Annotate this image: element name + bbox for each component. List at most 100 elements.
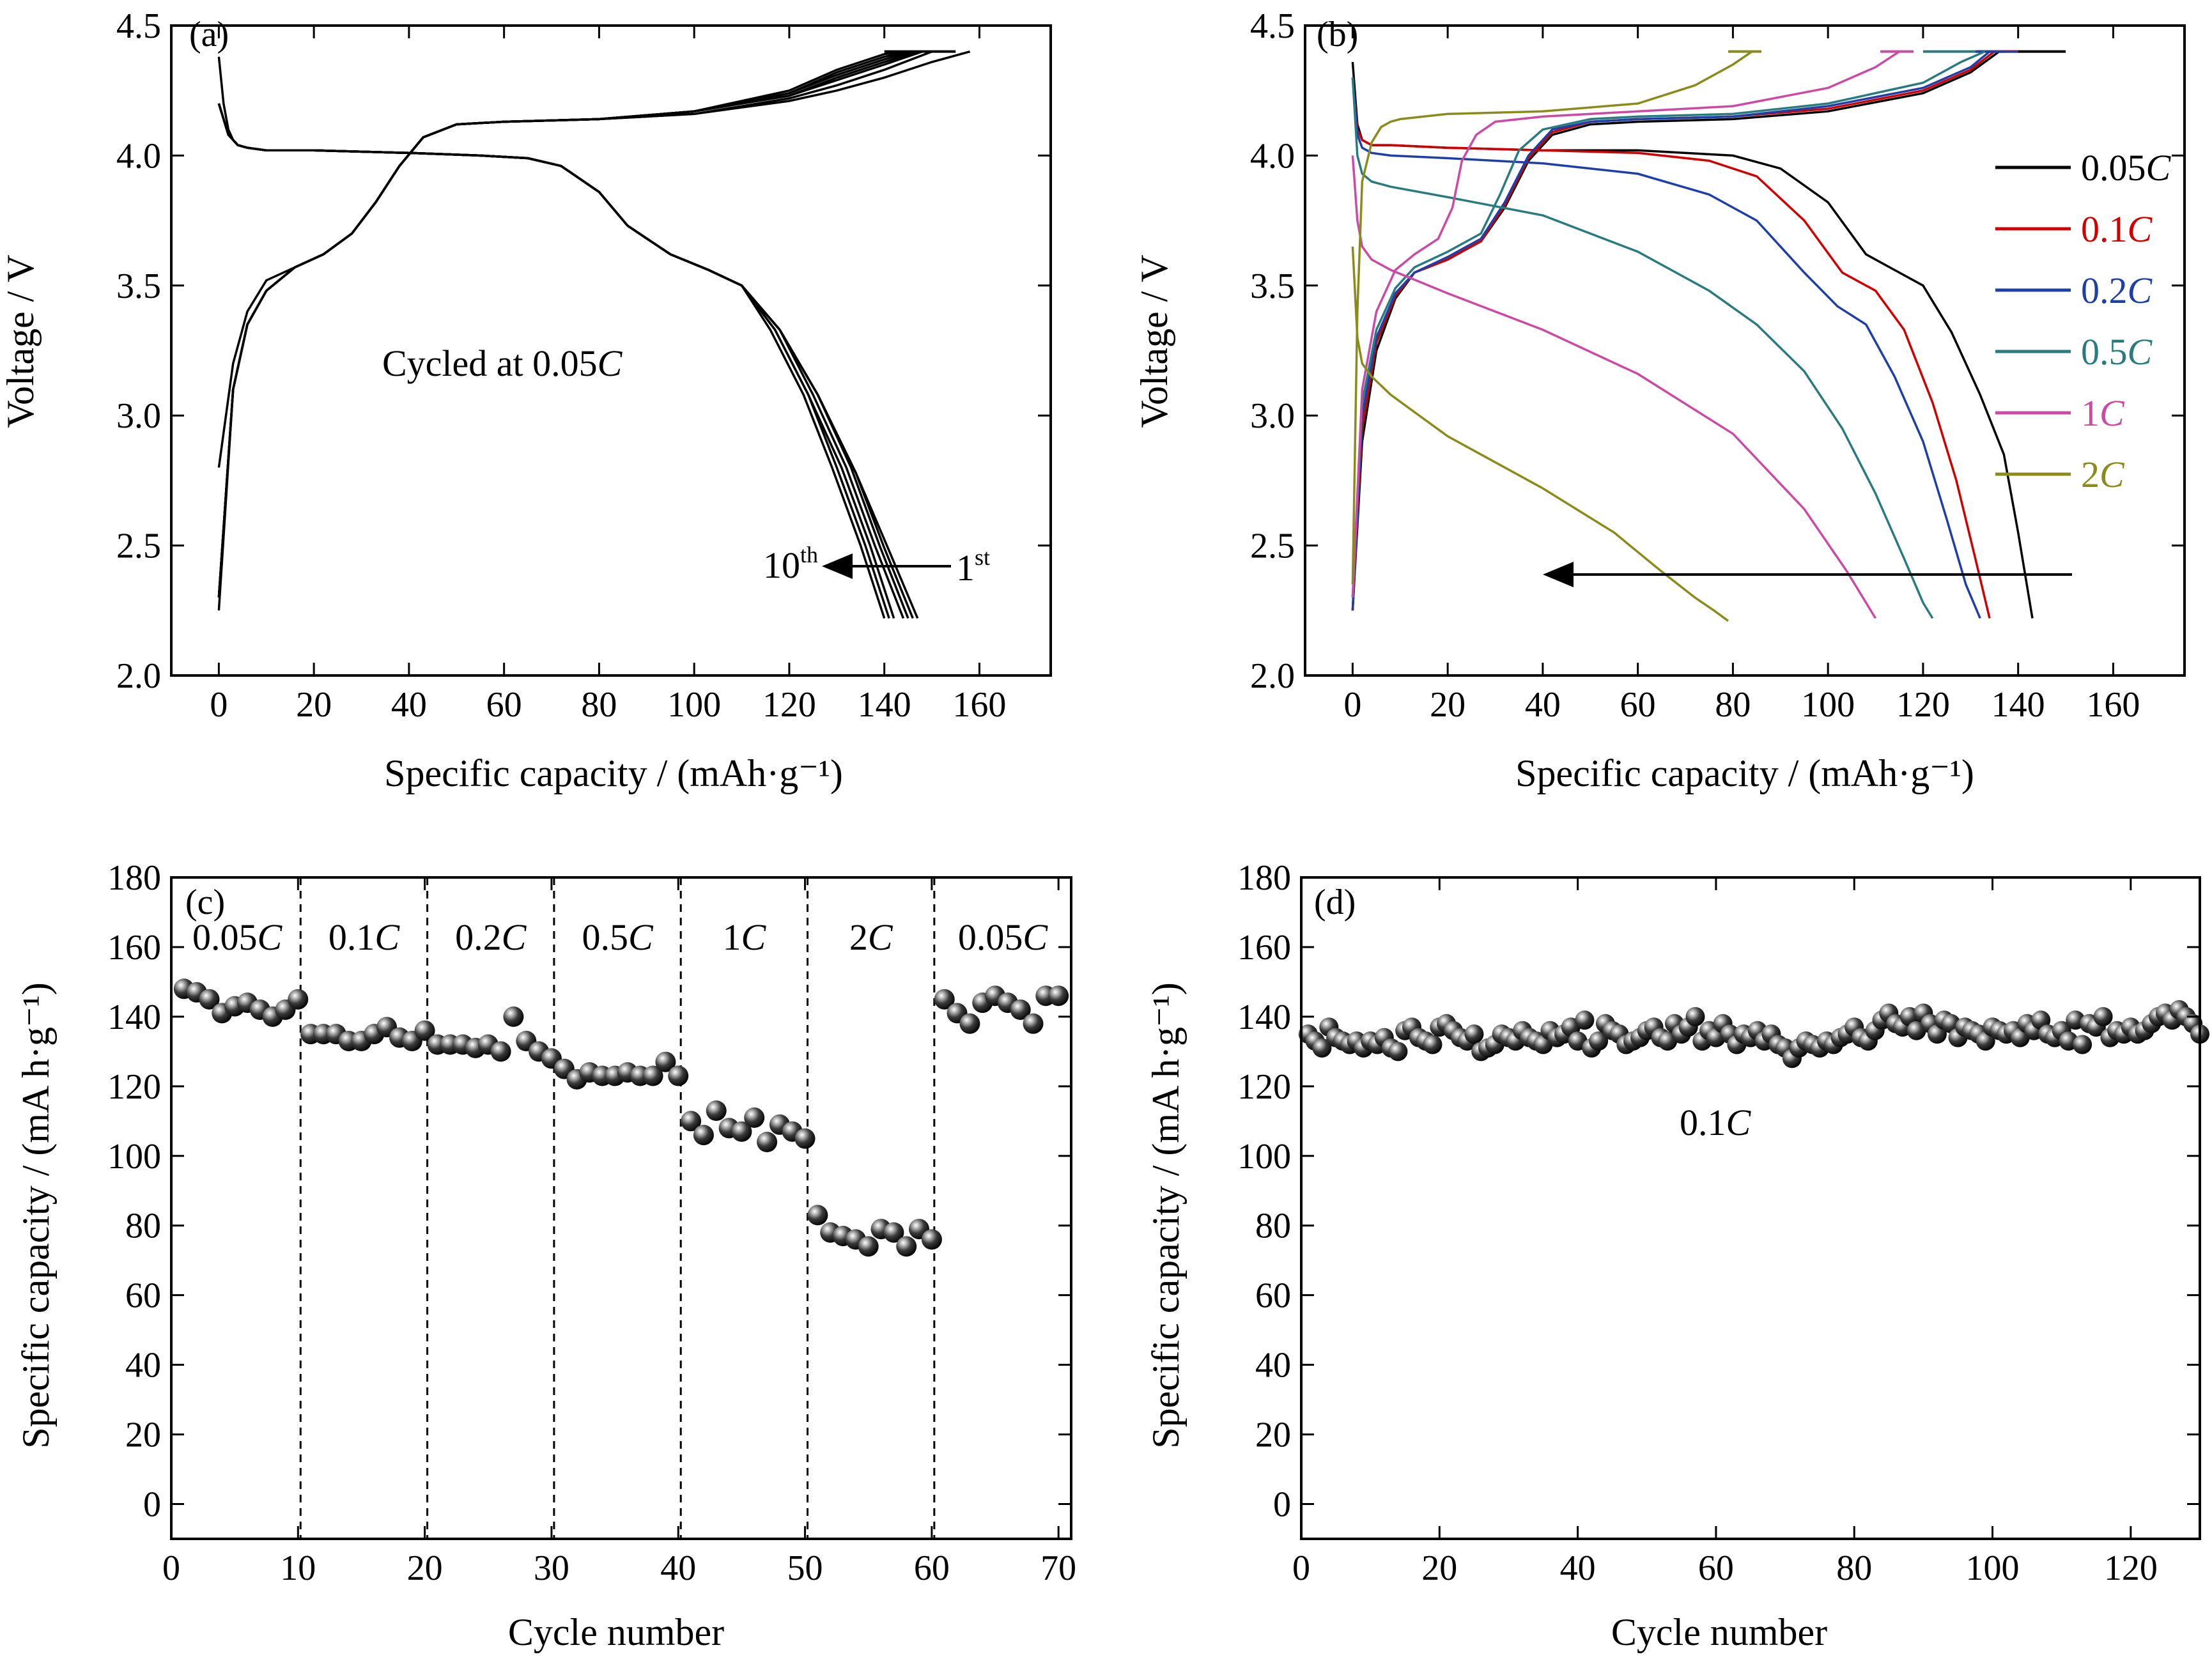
panel-c-data-point xyxy=(794,1128,816,1149)
panel-b-x-tick-label: 120 xyxy=(1896,685,1950,725)
panel-c-y-tick-label: 60 xyxy=(125,1276,161,1316)
panel-d-y-tick-label: 160 xyxy=(1237,928,1291,968)
panel-d-data-point xyxy=(1312,1038,1332,1058)
panel-c-data-point xyxy=(731,1121,752,1142)
panel-c-plot-area: 0.05C 0.1C 0.2C 0.5C 1C 2C 0.05C xyxy=(173,877,1069,1539)
panel-d-y-axis-label: Specific capacity / (mA h·g⁻¹) xyxy=(1145,982,1187,1448)
panel-a-label: (a) xyxy=(189,15,229,54)
panel-b-y-tick-label: 3.0 xyxy=(1250,396,1295,436)
panel-b-x-tick-label: 20 xyxy=(1430,685,1466,725)
panel-d-y-tick-label: 40 xyxy=(1255,1346,1291,1385)
panel-c-label: (c) xyxy=(185,883,225,922)
panel-c-data-point xyxy=(1023,1013,1044,1034)
panel-c-data-point xyxy=(642,1065,663,1086)
panel-a-frame xyxy=(170,24,1052,677)
panel-b-y-tick-label: 2.0 xyxy=(1250,656,1295,696)
panel-c-data-point xyxy=(858,1236,879,1257)
panel-c-y-axis-label: Specific capacity / (mA h·g⁻¹) xyxy=(15,982,57,1448)
panel-c-data-point xyxy=(681,1111,702,1132)
panel-c-y-tick-label: 120 xyxy=(107,1067,161,1107)
panel-b-discharge-curve-0p1c xyxy=(1351,77,1991,619)
panel-c-y-tick-label: 40 xyxy=(125,1346,161,1385)
panel-c-rate-capability: 0.05C 0.1C 0.2C 0.5C 1C 2C 0.05C 0 10 20 30 40 50 60… xyxy=(15,858,1076,1653)
panel-b-x-tick-label: 60 xyxy=(1620,685,1656,725)
panel-b-y-tick-label: 4.5 xyxy=(1250,6,1295,46)
panel-a-discharge-curve-1 xyxy=(217,56,919,619)
panel-d-frame xyxy=(1300,876,2201,1540)
panel-b-legend-label: 0.5C xyxy=(2081,331,2153,373)
panel-c-data-point xyxy=(807,1205,828,1226)
panel-b-charge-curve-0p1c xyxy=(1351,50,1995,611)
panel-c-data-point xyxy=(693,1125,714,1146)
panel-b-charge-curve-0p2c xyxy=(1351,50,2018,611)
panel-b-rate-profiles: 0 20 40 60 80 100 120 140 1602.02.53.03.54.04.5 … xyxy=(1133,6,2186,794)
panel-a-y-tick-label: 2.0 xyxy=(116,656,161,696)
panel-b-discharge-curve-0p5c xyxy=(1351,77,1934,619)
panel-a-charge-curve-3 xyxy=(217,50,923,598)
panel-d-annotation: 0.1C xyxy=(1680,1102,1752,1143)
panel-a-x-tick-label: 40 xyxy=(391,685,427,725)
panel-c-x-tick-label: 20 xyxy=(407,1548,443,1588)
panel-c-data-point xyxy=(288,989,309,1010)
panel-b-y-axis-label: Voltage / V xyxy=(1133,254,1175,428)
panel-c-data-point xyxy=(414,1020,435,1041)
panel-c-data-point xyxy=(706,1100,727,1121)
panel-d-x-tick-label: 120 xyxy=(2104,1548,2158,1588)
panel-b-charge-curve-2c xyxy=(1351,50,1753,585)
panel-c-data-point xyxy=(921,1229,942,1250)
panel-a-x-tick-label: 160 xyxy=(952,685,1006,725)
panel-c-data-point xyxy=(1048,985,1069,1007)
panel-a-plot-area xyxy=(217,50,971,619)
panel-d-y-tick-label: 180 xyxy=(1237,858,1291,898)
panel-c-x-tick-label: 10 xyxy=(280,1548,316,1588)
panel-a-x-tick-label: 100 xyxy=(667,685,721,725)
panel-b-axes: 0 20 40 60 80 100 120 140 160 2.0 2.5 3.0 3.5 4.0 4.5 xyxy=(1250,6,2186,725)
panel-c-data-point xyxy=(503,1006,524,1027)
panel-b-x-tick-label: 40 xyxy=(1525,685,1561,725)
panel-d-y-tick-label: 60 xyxy=(1255,1276,1291,1316)
panel-c-y-tick-label: 140 xyxy=(107,998,161,1037)
panel-d-x-tick-label: 40 xyxy=(1560,1548,1596,1588)
panel-d-data-point xyxy=(1685,1007,1705,1026)
panel-a-voltage-profiles: 0 20 40 60 80 100 120 140 1602.02.53.03.54.04.5 … xyxy=(0,6,1052,794)
panel-b-label: (b) xyxy=(1317,15,1358,54)
panel-b-x-axis-label: Specific capacity / (mAh·g⁻¹) xyxy=(1515,752,1974,794)
panel-b-x-tick-label: 140 xyxy=(1992,685,2045,725)
panel-c-data-point xyxy=(199,989,220,1010)
panel-b-charge-curve-1c xyxy=(1351,50,1900,598)
panel-a-y-tick-label: 2.5 xyxy=(116,527,161,566)
panel-d-x-axis-label: Cycle number xyxy=(1611,1611,1827,1653)
panel-c-data-point xyxy=(883,1222,904,1243)
panel-a-charge-curve-7 xyxy=(217,50,904,598)
panel-c-x-tick-label: 50 xyxy=(787,1548,823,1588)
panel-c-x-tick-label: 40 xyxy=(660,1548,696,1588)
panel-a-charge-curve-2 xyxy=(217,50,932,611)
panel-c-data-point xyxy=(668,1065,689,1086)
panel-a-y-tick-label: 4.0 xyxy=(116,136,161,176)
panel-d-y-tick-label: 80 xyxy=(1255,1207,1291,1246)
panel-c-x-tick-label: 30 xyxy=(534,1548,569,1588)
panel-c-y-tick-label: 100 xyxy=(107,1137,161,1177)
panel-c-x-tick-label: 60 xyxy=(914,1548,950,1588)
panel-b-discharge-curve-0p2c xyxy=(1351,77,1981,619)
panel-c-rate-label: 0.2C xyxy=(455,916,527,958)
panel-b-legend-label: 0.05C xyxy=(2081,147,2172,189)
panel-a-y-tick-label: 3.0 xyxy=(116,396,161,436)
panel-d-x-tick-label: 20 xyxy=(1421,1548,1457,1588)
panel-b-frame xyxy=(1304,24,2186,677)
panel-c-rate-label: 2C xyxy=(849,916,893,958)
panel-c-y-tick-label: 80 xyxy=(125,1207,161,1246)
panel-c-y-tick-label: 180 xyxy=(107,858,161,898)
panel-a-annotation: Cycled at 0.05C xyxy=(382,343,623,384)
panel-d-data-point xyxy=(2093,1007,2113,1026)
panel-a-y-tick-label: 4.5 xyxy=(116,6,161,46)
panel-c-rate-label: 0.1C xyxy=(329,916,401,958)
panel-a-x-tick-label: 80 xyxy=(581,685,617,725)
panel-a-charge-curve-4 xyxy=(217,50,918,598)
panel-c-data-point xyxy=(744,1107,765,1128)
panel-d-data-point xyxy=(1589,1031,1609,1051)
panel-c-axes: 0 10 20 30 40 50 60 70 0 20 40 60 80 100 120 140 160 180 xyxy=(107,858,1076,1588)
panel-c-data-point xyxy=(1010,999,1031,1020)
panel-d-y-tick-label: 140 xyxy=(1237,998,1291,1037)
panel-b-y-tick-label: 4.0 xyxy=(1250,136,1295,176)
